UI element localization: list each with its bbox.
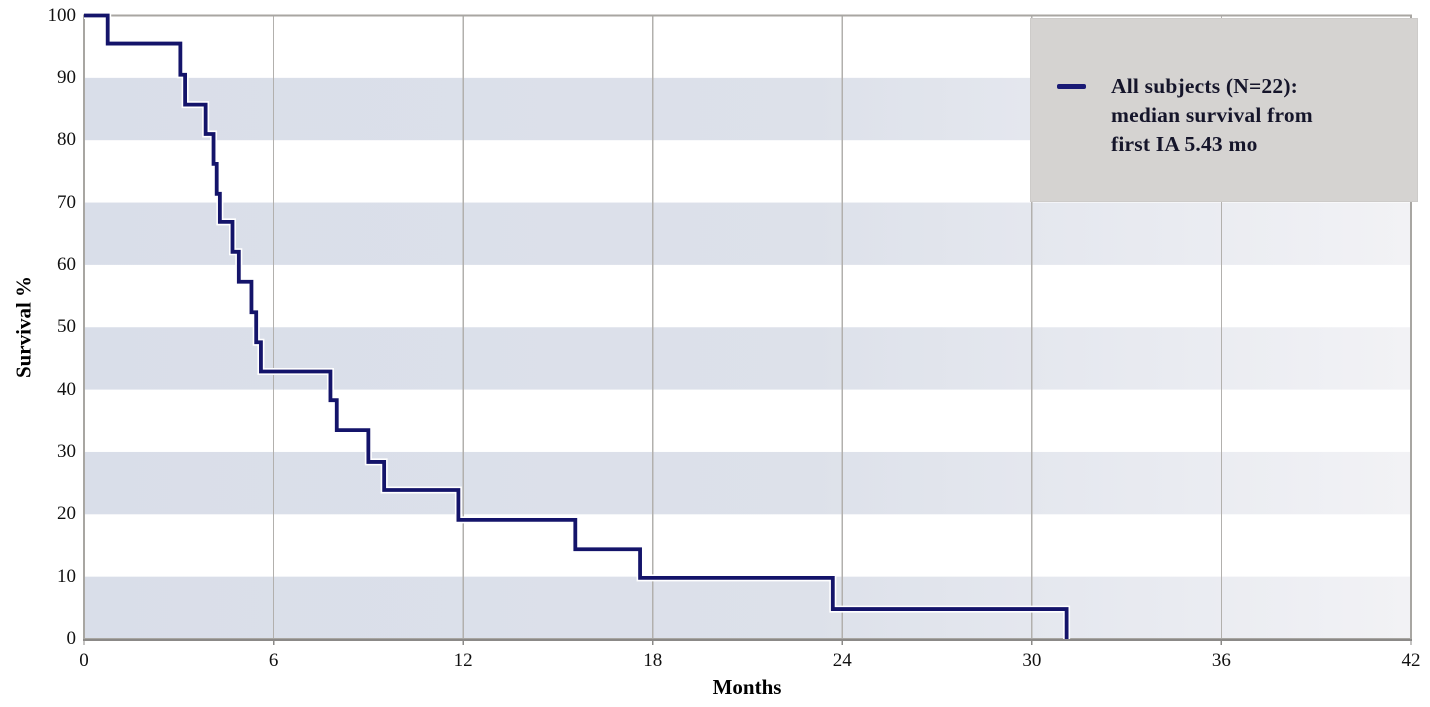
x-tick-label: 42 xyxy=(1401,650,1421,671)
y-tick-label: 0 xyxy=(66,628,77,649)
y-tick-label: 90 xyxy=(57,66,76,88)
y-tick-label: 60 xyxy=(57,253,76,275)
y-tick-label: 30 xyxy=(57,440,76,462)
shaded-band xyxy=(84,576,1411,639)
legend-label: All subjects (N=22): median survival fro… xyxy=(1111,72,1313,159)
x-tick-label: 24 xyxy=(832,650,852,671)
legend-label-line2: median survival from xyxy=(1111,103,1313,127)
survival-curve xyxy=(84,13,1069,639)
x-axis-title: Months xyxy=(712,675,782,699)
x-tick-label: 36 xyxy=(1211,650,1231,671)
y-tick-label: 100 xyxy=(47,4,77,26)
y-axis-title: Survival % xyxy=(11,275,36,379)
y-tick-label: 20 xyxy=(57,503,76,525)
y-tick-label: 50 xyxy=(57,316,76,338)
y-tick-label: 80 xyxy=(57,129,76,151)
y-tick-label: 70 xyxy=(57,191,76,213)
legend-label-line3: first IA 5.43 mo xyxy=(1111,132,1258,156)
legend-label-line1: All subjects (N=22): xyxy=(1111,74,1299,98)
x-tick-label: 0 xyxy=(79,650,89,671)
legend-line-marker-icon xyxy=(1057,84,1086,89)
x-tick-label: 18 xyxy=(643,650,663,671)
x-tick-label: 12 xyxy=(453,650,473,671)
legend: All subjects (N=22): median survival fro… xyxy=(1030,18,1418,202)
x-tick-label: 6 xyxy=(268,650,279,671)
shaded-band xyxy=(84,202,1411,265)
shaded-band xyxy=(84,451,1411,515)
shaded-band xyxy=(84,327,1411,390)
x-tick-label: 30 xyxy=(1022,650,1042,671)
y-tick-label: 40 xyxy=(57,378,76,400)
y-tick-label: 10 xyxy=(57,565,76,587)
